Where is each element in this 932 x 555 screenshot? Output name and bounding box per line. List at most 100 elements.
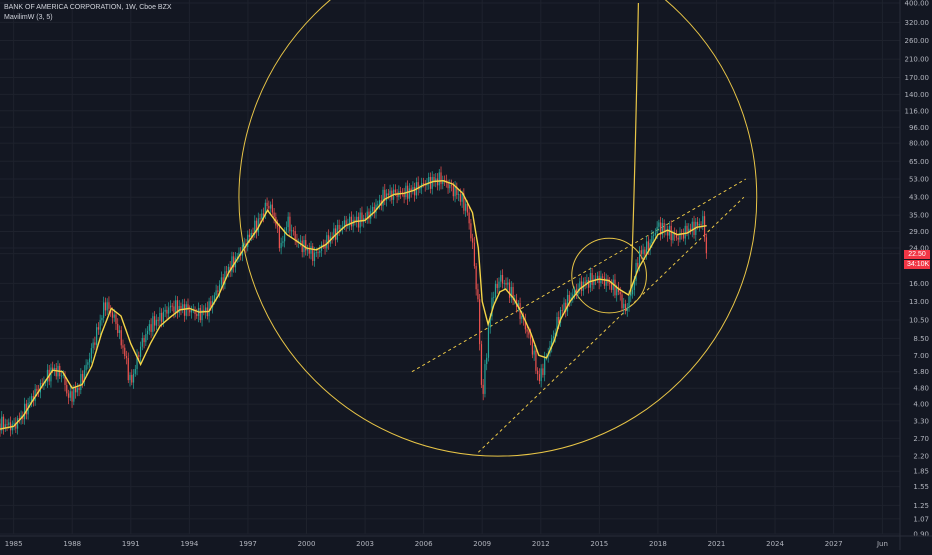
candle-body [654,233,656,236]
candle-body [319,250,321,253]
candle-body [644,249,646,255]
y-tick-label: 35.00 [909,212,929,220]
candle-body [640,250,642,254]
candle-body [433,177,435,182]
candle-body [340,228,342,230]
candle-body [45,381,47,383]
candle-body [387,193,389,196]
candle-body [101,317,103,321]
candle-body [558,317,560,323]
x-tick-label: Jun [876,540,888,548]
candle-body [201,309,203,321]
candle-body [4,424,6,429]
candle-body [224,271,226,285]
candle-body [484,364,486,394]
candle-body [271,204,273,213]
candle-body [46,369,49,382]
candle-body [589,273,591,288]
candle-body [139,346,142,357]
candle-body [371,206,374,212]
candle-body [194,309,196,315]
candle-body [148,324,150,331]
candle-body [213,295,215,301]
candle-body [616,287,618,296]
candle-body [493,296,495,298]
candle-body [322,244,324,246]
candle-body [166,309,168,314]
candle-body [53,367,56,370]
indicator-label[interactable]: MavilimW (3, 5) [4,14,53,21]
candle-body [410,188,412,192]
candle-body [443,180,446,181]
candle-body [647,241,649,250]
candle-body [378,200,381,204]
candle-body [638,250,641,267]
candle-body [366,211,368,219]
symbol-title[interactable]: BANK OF AMERICA CORPORATION, 1W, Cboe BZ… [4,4,172,11]
fibonacci-circle-small [571,237,647,314]
candle-body [468,212,470,224]
candle-body [108,302,110,309]
candle-body [262,213,265,216]
candle-body [268,206,270,209]
candle-body [343,220,345,227]
candle-body [531,339,533,355]
candle-body [510,287,512,298]
candle-body [125,355,128,359]
candle-body [438,172,440,186]
candle-body [89,358,91,363]
candle-body [470,223,472,239]
candle-body [120,330,122,346]
candle-body [269,204,272,209]
candle-body [62,375,64,376]
candle-body [624,303,627,311]
countdown-badge: 34:10K [904,260,930,269]
y-tick-label: 210.00 [905,56,930,64]
candle-body [482,384,484,394]
candle-body [412,187,414,192]
candle-body [345,220,347,226]
candle-body [187,304,189,311]
candle-body [373,206,375,214]
candle-body [679,233,681,240]
candle-body [143,337,145,343]
candle-body [118,330,121,333]
candle-body [55,367,57,377]
candle-body [645,241,648,255]
candle-body [66,385,68,394]
candle-body [526,329,528,332]
candle-body [672,233,674,241]
candle-body [394,189,396,193]
candle-body [428,177,430,184]
candle-body [173,306,175,313]
candle-body [83,370,85,382]
candle-body [182,304,184,310]
candle-body [491,297,493,317]
candle-body [199,307,201,321]
candle-body [667,229,669,236]
x-tick-label: 1991 [122,540,140,548]
candle-body [326,235,328,249]
y-tick-label: 3.30 [913,417,929,425]
candle-body [161,312,163,322]
candle-body [168,307,170,314]
y-tick-label: 2.20 [913,453,929,461]
y-tick-label: 1.85 [913,468,929,476]
x-tick-label: 2003 [356,540,374,548]
candle-body [551,338,553,347]
candle-body [494,283,497,297]
candle-body [435,178,437,182]
y-tick-label: 116.00 [905,107,930,115]
candle-body [226,271,228,273]
candle-body [486,357,488,365]
y-tick-label: 80.00 [909,140,929,148]
candle-body [500,274,502,282]
candle-body [442,180,444,185]
candle-body [479,299,481,345]
candle-body [136,355,138,370]
candle-body [419,188,421,190]
y-tick-label: 320.00 [905,19,930,27]
candle-body [292,230,295,232]
